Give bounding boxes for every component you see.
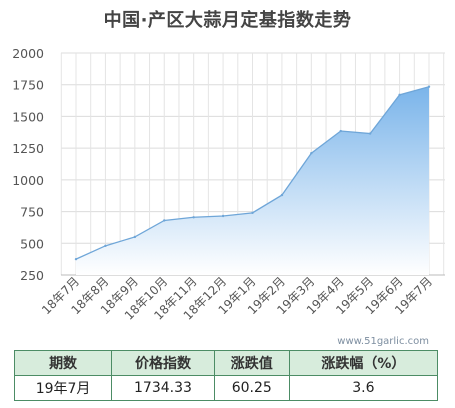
y-tick-label: 1250 bbox=[12, 141, 44, 156]
value-change-value: 60.25 bbox=[213, 375, 290, 401]
chart-title: 中国·产区大蒜月定基指数走势 bbox=[103, 10, 352, 31]
y-tick-label: 1000 bbox=[12, 173, 44, 188]
header-change-value: 涨跌值 bbox=[213, 350, 290, 376]
header-period: 期数 bbox=[13, 350, 113, 376]
header-change-percent: 涨跌幅（%） bbox=[288, 350, 439, 376]
y-tick-label: 500 bbox=[20, 236, 44, 251]
data-point bbox=[74, 257, 78, 261]
summary-table: 期数 价格指数 涨跌值 涨跌幅（%） 19年7月 1734.33 60.25 3… bbox=[13, 350, 439, 401]
area-fill bbox=[76, 86, 429, 275]
data-point bbox=[280, 193, 284, 197]
data-point bbox=[251, 211, 254, 215]
value-change-percent: 3.6 bbox=[288, 375, 439, 401]
data-point bbox=[339, 129, 342, 133]
data-point bbox=[368, 132, 372, 135]
area-chart: 250 500 750 1000 1250 1500 1750 2000 18年7月18年8月… bbox=[12, 46, 445, 323]
y-tick-label: 250 bbox=[20, 268, 44, 283]
header-price-index: 价格指数 bbox=[111, 350, 215, 376]
data-point bbox=[310, 152, 313, 155]
y-tick-label: 1500 bbox=[12, 109, 44, 124]
y-tick-label: 2000 bbox=[12, 46, 44, 61]
data-point bbox=[133, 235, 137, 239]
value-period: 19年7月 bbox=[13, 375, 113, 401]
x-axis-tick-labels: 18年7月18年8月18年9月18年10月18年11月18年12月19年1月19… bbox=[39, 274, 435, 322]
data-point bbox=[221, 214, 225, 218]
y-tick-label: 1750 bbox=[12, 78, 44, 93]
data-point bbox=[427, 85, 431, 88]
data-point bbox=[398, 93, 401, 97]
watermark-text: www.51garlic.com bbox=[337, 336, 429, 347]
data-point bbox=[163, 219, 166, 222]
y-axis-tick-labels: 250 500 750 1000 1250 1500 1750 2000 bbox=[12, 46, 44, 283]
summary-value-row: 19年7月 1734.33 60.25 3.6 bbox=[13, 375, 439, 401]
value-price-index: 1734.33 bbox=[111, 375, 215, 401]
data-point bbox=[192, 216, 195, 219]
summary-header-row: 期数 价格指数 涨跌值 涨跌幅（%） bbox=[13, 350, 439, 376]
area-series bbox=[74, 85, 431, 275]
data-point bbox=[104, 244, 107, 248]
y-tick-label: 750 bbox=[20, 205, 44, 220]
